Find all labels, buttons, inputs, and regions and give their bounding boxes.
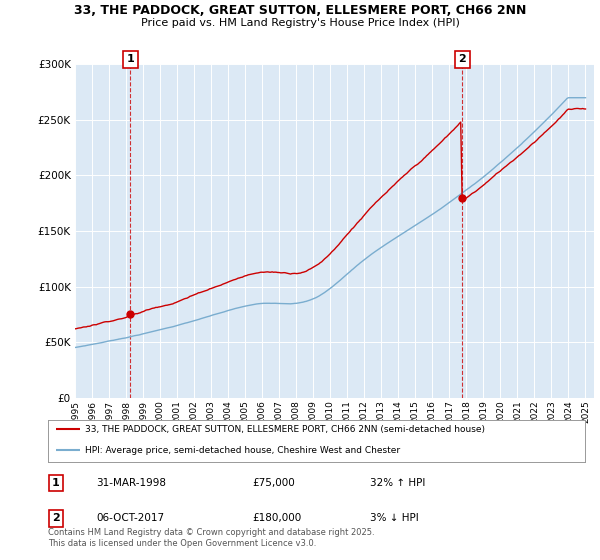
- Text: 2: 2: [52, 514, 60, 523]
- Text: £180,000: £180,000: [252, 514, 301, 523]
- Text: Price paid vs. HM Land Registry's House Price Index (HPI): Price paid vs. HM Land Registry's House …: [140, 18, 460, 29]
- Text: £75,000: £75,000: [252, 478, 295, 488]
- Text: 1: 1: [127, 54, 134, 64]
- Text: 3% ↓ HPI: 3% ↓ HPI: [370, 514, 419, 523]
- Text: Contains HM Land Registry data © Crown copyright and database right 2025.
This d: Contains HM Land Registry data © Crown c…: [48, 528, 374, 548]
- Text: 33, THE PADDOCK, GREAT SUTTON, ELLESMERE PORT, CH66 2NN (semi-detached house): 33, THE PADDOCK, GREAT SUTTON, ELLESMERE…: [85, 424, 485, 434]
- Text: HPI: Average price, semi-detached house, Cheshire West and Chester: HPI: Average price, semi-detached house,…: [85, 446, 400, 455]
- Text: 2: 2: [458, 54, 466, 64]
- Text: 31-MAR-1998: 31-MAR-1998: [97, 478, 166, 488]
- Text: 33, THE PADDOCK, GREAT SUTTON, ELLESMERE PORT, CH66 2NN: 33, THE PADDOCK, GREAT SUTTON, ELLESMERE…: [74, 4, 526, 17]
- Text: 06-OCT-2017: 06-OCT-2017: [97, 514, 164, 523]
- Text: 1: 1: [52, 478, 60, 488]
- Text: 32% ↑ HPI: 32% ↑ HPI: [370, 478, 425, 488]
